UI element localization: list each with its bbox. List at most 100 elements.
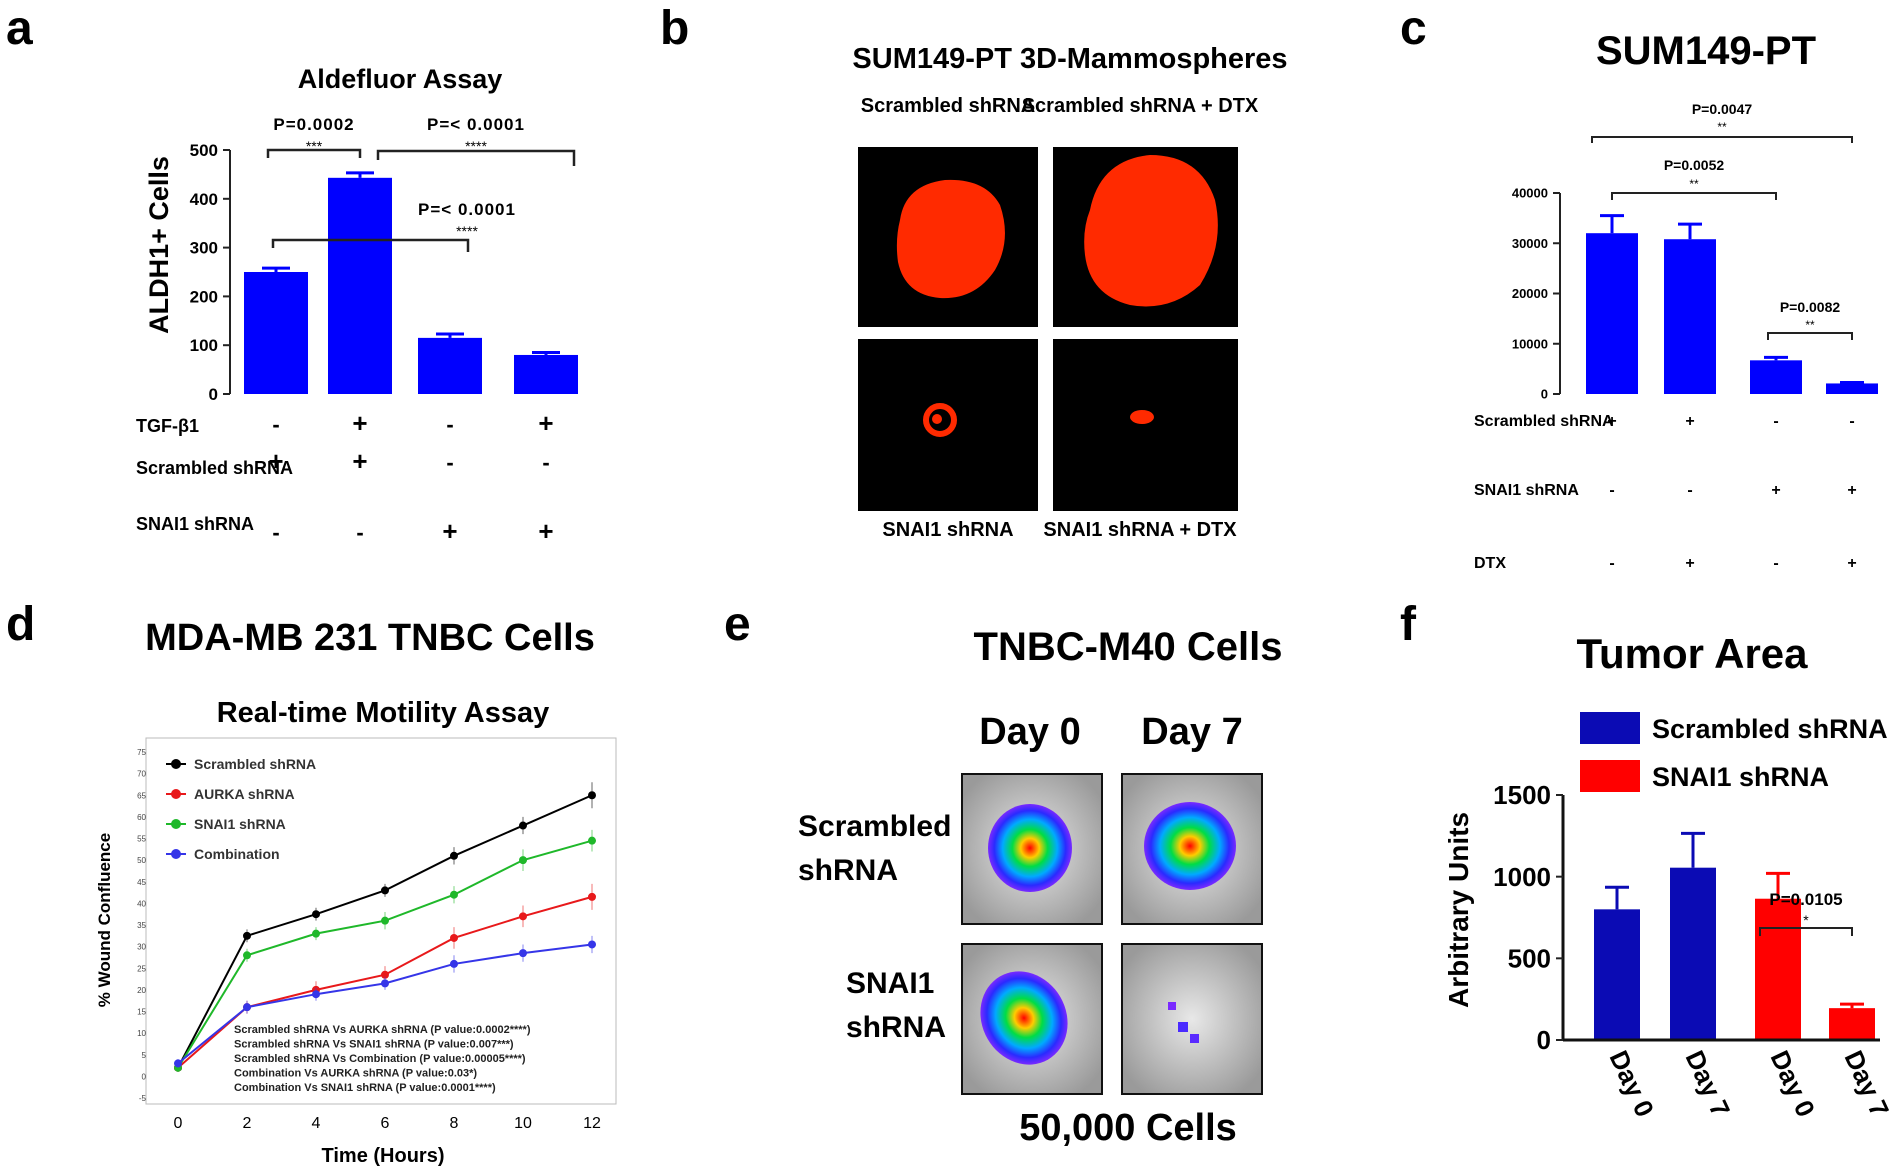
panel-e-title: TNBC-M40 Cells: [974, 625, 1283, 669]
panel-c-mark-0-0: +: [1607, 413, 1616, 430]
panel-c-mark-1-2: +: [1771, 482, 1780, 499]
panel-f-ytick-label-1: 500: [1508, 943, 1551, 973]
bli-signal-snai1-day7-a: [1168, 1002, 1176, 1010]
panel-letter-e: e: [724, 598, 751, 651]
panel-e-footer: 50,000 Cells: [1019, 1107, 1237, 1149]
panel-letter-b: b: [660, 2, 689, 55]
panel-c-cond-scrambled: Scrambled shRNA: [1474, 413, 1614, 430]
panel-a-ticks: 0 100 200 300 400 500: [190, 141, 230, 404]
panel-d-legend-label-1: AURKA shRNA: [194, 786, 295, 802]
panel-f-stars: *: [1803, 912, 1809, 928]
panel-d-point-1-3: [381, 970, 389, 979]
panel-b-label-2: Scrambled shRNA + DTX: [1022, 95, 1259, 117]
panel-d-legend-marker-0: [171, 759, 181, 769]
panel-d-point-3-3: [381, 979, 389, 988]
panel-a-mark-0-2: -: [446, 412, 453, 437]
panel-d-point-3-0: [174, 1059, 182, 1068]
panel-e-col-day0: Day 0: [979, 711, 1080, 753]
panel-a-ylabel: ALDH1+ Cells: [144, 156, 174, 334]
panel-letter-a: a: [6, 2, 33, 55]
panel-d-point-0-2: [312, 910, 320, 919]
panel-f-title: Tumor Area: [1576, 630, 1808, 677]
panel-d-point-1-4: [450, 933, 458, 942]
panel-a-mark-1-2: -: [446, 450, 453, 475]
panel-c-stars-1: **: [1717, 120, 1727, 134]
panel-d-ytick-5: 20: [137, 986, 146, 995]
panel-d-point-0-1: [243, 931, 251, 940]
panel-d-point-0-4: [450, 851, 458, 860]
panel-d-ytick-4: 15: [137, 1008, 146, 1017]
panel-d-ytick-3: 10: [137, 1029, 146, 1038]
panel-d-ylabel: % Wound Confluence: [95, 833, 114, 1007]
panel-f-xtick-2: Day 0: [1765, 1046, 1822, 1122]
panel-a-ytick-label-3: 300: [190, 239, 218, 258]
panel-c-mark-1-0: -: [1609, 482, 1614, 499]
panel-d-xtick-0: 0: [174, 1115, 183, 1132]
bli-image-snai1-day7: [1121, 943, 1263, 1095]
panel-c-bar-1: [1664, 239, 1716, 394]
panel-a-p-2: P=< 0.0001: [427, 115, 525, 134]
panel-c-bracket-2: [1611, 192, 1777, 200]
panel-c-p-2: P=0.0052: [1664, 157, 1725, 173]
panel-a-stars-2: ****: [465, 138, 487, 154]
panel-f-xtick-3: Day 7: [1839, 1046, 1896, 1122]
panel-a-mark-0-0: -: [272, 412, 279, 437]
panel-f-ticks: 0 500 1000 1500: [1493, 780, 1563, 1055]
panel-c-mark-2-2: -: [1773, 555, 1778, 572]
panel-a-bracket-2: [376, 149, 576, 166]
panel-c-stars-3: **: [1805, 318, 1815, 332]
panel-a-ytick-label-4: 400: [190, 190, 218, 209]
panel-d-point-0-3: [381, 886, 389, 895]
panel-e-row-snai1-1: SNAI1: [846, 967, 934, 1000]
panel-d-annotation-0: Scrambled shRNA Vs AURKA shRNA (P value:…: [234, 1024, 531, 1036]
panel-c-ticks: 0 10000 20000 30000 40000: [1512, 186, 1560, 402]
panel-d-ytick-13: 60: [137, 813, 146, 822]
panel-f-ytick-label-2: 1000: [1493, 862, 1551, 892]
panel-d-legend-marker-3: [171, 849, 181, 859]
panel-c-bar-0: [1586, 233, 1638, 394]
panel-a-bar-2: [418, 337, 482, 394]
panel-d-point-1-5: [519, 912, 527, 921]
legend-swatch-snai1: [1580, 760, 1640, 792]
panel-d-xtick-1: 2: [243, 1115, 252, 1132]
panel-b-label-3: SNAI1 shRNA: [882, 519, 1013, 541]
panel-letter-f: f: [1400, 598, 1417, 651]
panel-d-ytick-10: 45: [137, 878, 146, 887]
panel-a-mark-2-2: +: [442, 516, 457, 546]
panel-f-xtick-0: Day 0: [1604, 1046, 1661, 1122]
mammosphere-snai1-dtx: [1130, 410, 1154, 424]
panel-d-legend-marker-2: [171, 819, 181, 829]
panel-a-mark-0-1: +: [352, 408, 367, 438]
panel-d-annotation-4: Combination Vs SNAI1 shRNA (P value:0.00…: [234, 1082, 496, 1094]
panel-d-legend-marker-1: [171, 789, 181, 799]
panel-a-ytick-label-2: 200: [190, 287, 218, 306]
panel-letter-c: c: [1400, 2, 1427, 55]
panel-d-legend-label-3: Combination: [194, 846, 280, 862]
bli-signal-snai1-day0: [980, 971, 1068, 1065]
panel-a-ytick-label-1: 100: [190, 336, 218, 355]
panel-e-row-snai1-2: shRNA: [846, 1011, 946, 1044]
mammosphere-snai1: [923, 403, 957, 437]
panel-d-point-3-2: [312, 990, 320, 999]
panel-d-chart: MDA-MB 231 TNBC Cells Real-time Motility…: [95, 617, 617, 1167]
panel-c-mark-1-1: -: [1687, 482, 1692, 499]
panel-b-title: SUM149-PT 3D-Mammospheres: [852, 43, 1287, 75]
panel-d-ticks: -5 0 5 10 15 20 25 30 35 40 45 50 55 60 65 70 75 0 2 4 6 8 10 1…: [137, 748, 601, 1132]
panel-c-title: SUM149-PT: [1596, 29, 1816, 73]
panel-f-bar-0: [1594, 909, 1640, 1040]
panel-f-bar-2: [1755, 898, 1801, 1040]
panel-c-cond-snai1: SNAI1 shRNA: [1474, 482, 1579, 499]
panel-f-chart: Tumor Area Arbitrary Units 050010001500 …: [1443, 630, 1895, 1121]
panel-b-label-4: SNAI1 shRNA + DTX: [1043, 519, 1237, 541]
panel-d-subtitle: Real-time Motility Assay: [217, 697, 550, 729]
panel-a-cond-tgf: TGF-β1: [136, 416, 199, 436]
panel-c-mark-0-2: -: [1773, 413, 1778, 430]
bli-signal-snai1-day7-c: [1190, 1034, 1199, 1043]
panel-a-bracket-3: [271, 238, 470, 252]
panel-c-p-1: P=0.0047: [1692, 101, 1753, 117]
panel-c-bar-3: [1826, 383, 1878, 394]
panel-f-bars: Day 0 Day 7 Day 0 Day 7: [1563, 831, 1896, 1122]
panel-c-mark-0-1: +: [1685, 413, 1694, 430]
panel-c-ytick-label-0: 0: [1541, 387, 1548, 402]
